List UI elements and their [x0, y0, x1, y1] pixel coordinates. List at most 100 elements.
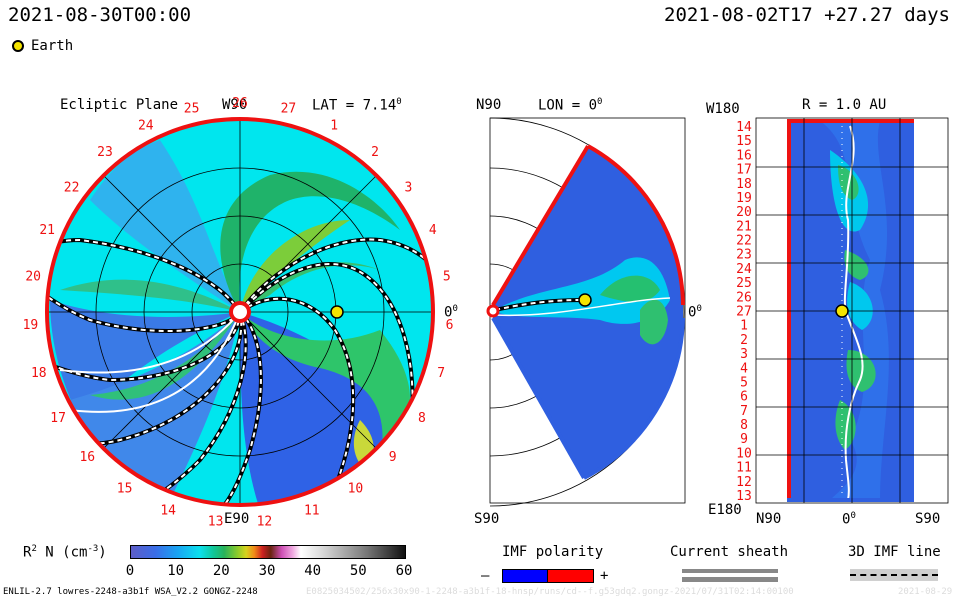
radial-day-label: 13: [736, 489, 752, 504]
imf-3d-swatch: [850, 569, 938, 581]
radial-day-label: 27: [736, 305, 752, 320]
radial-day-label: 7: [740, 404, 748, 419]
earth-marker: [330, 305, 344, 319]
radial-day-label: 2: [740, 333, 748, 348]
radial-day-label: 18: [736, 177, 752, 192]
ecliptic-ring: [45, 117, 435, 507]
carrington-day-label: 11: [304, 503, 320, 518]
ecliptic-0deg-label: 00: [444, 304, 458, 321]
model-info: ENLIL-2.7 lowres-2248-a3b1f WSA_V2.2 GON…: [3, 587, 258, 597]
imf-positive-swatch: [547, 569, 594, 583]
radial-day-label: 23: [736, 248, 752, 263]
earth-legend-label: Earth: [31, 38, 74, 54]
radial-r-label: R = 1.0 AU: [802, 97, 887, 113]
carrington-day-label: 14: [160, 503, 176, 518]
carrington-day-label: 2: [371, 145, 379, 160]
radial-0deg-label: 00: [842, 511, 856, 528]
carrington-day-label: 27: [281, 102, 297, 117]
colorbar-label: R2 N (cm-3): [23, 544, 107, 561]
radial-w180-label: W180: [706, 101, 740, 117]
carrington-day-label: 15: [117, 482, 133, 497]
radial-day-label: 10: [736, 446, 752, 461]
radial-n90-label: N90: [756, 511, 782, 527]
colorbar-tick-label: 0: [125, 563, 135, 579]
run-date: 2021-08-02T17 +27.27 days: [664, 4, 950, 26]
meridional-s90-label: S90: [474, 511, 500, 527]
radial-day-label: 9: [740, 432, 748, 447]
colorbar-tick-label: 60: [395, 563, 413, 579]
carrington-day-label: 23: [97, 145, 113, 160]
carrington-day-label: 10: [348, 482, 364, 497]
radial-day-label: 12: [736, 475, 752, 490]
imf-negative-swatch: [502, 569, 549, 583]
current-sheath-title: Current sheath: [670, 544, 789, 560]
colorbar-ticks: 0 10 20 30 40 50 60: [0, 563, 960, 581]
carrington-day-label: 9: [389, 450, 397, 465]
radial-day-label: 25: [736, 276, 752, 291]
carrington-day-label: 21: [39, 223, 55, 238]
meridional-lon-label: LON = 00: [538, 97, 603, 114]
colorbar-tick-label: 40: [304, 563, 322, 579]
sun-marker: [229, 301, 251, 323]
ecliptic-lat-label: LAT = 7.140: [312, 97, 402, 114]
carrington-day-label: 3: [404, 181, 412, 196]
carrington-day-label: 26: [232, 96, 248, 111]
radial-day-label: 24: [736, 262, 752, 277]
radial-day-label: 14: [736, 120, 752, 135]
imf-polarity-plus: +: [600, 568, 609, 584]
radial-day-label: 3: [740, 347, 748, 362]
run-date-faint: 2021-08-29: [898, 587, 953, 597]
carrington-day-label: 19: [23, 318, 39, 333]
colorbar-tick-label: 30: [258, 563, 276, 579]
radial-day-label: 22: [736, 234, 752, 249]
radial-day-label: 1: [740, 319, 748, 334]
carrington-day-label: 6: [446, 318, 454, 333]
radial-day-label: 17: [736, 163, 752, 178]
radial-day-label: 5: [740, 376, 748, 391]
current-sheath-swatch: [682, 569, 778, 582]
radial-earth-marker: [835, 304, 849, 318]
carrington-day-label: 4: [429, 223, 437, 238]
radial-day-label: 16: [736, 148, 752, 163]
meridional-earth-marker: [578, 293, 592, 307]
ecliptic-e90-label: E90: [224, 511, 250, 527]
radial-day-label: 8: [740, 418, 748, 433]
carrington-day-label: 13: [208, 515, 224, 530]
radial-day-label: 11: [736, 461, 752, 476]
density-colorbar: [130, 545, 406, 559]
carrington-day-label: 18: [31, 366, 47, 381]
colorbar-tick-label: 20: [212, 563, 230, 579]
ecliptic-title: Ecliptic Plane: [60, 97, 179, 113]
radial-e180-label: E180: [708, 502, 742, 518]
colorbar-tick-label: 50: [349, 563, 367, 579]
radial-day-label: 4: [740, 361, 748, 376]
radial-s90-label: S90: [915, 511, 941, 527]
radial-day-label: 21: [736, 219, 752, 234]
imf-polarity-minus: –: [481, 568, 490, 584]
run-info-faint: E0825034502/256x30x90-1-2248-a3b1f-18-hn…: [306, 587, 794, 597]
carrington-day-label: 5: [443, 270, 451, 285]
colorbar-tick-label: 10: [167, 563, 185, 579]
carrington-day-label: 22: [64, 181, 80, 196]
carrington-day-label: 7: [437, 366, 445, 381]
meridional-0deg-label: 00: [688, 304, 702, 321]
carrington-day-label: 1: [330, 118, 338, 133]
carrington-day-label: 8: [418, 411, 426, 426]
radial-day-label: 20: [736, 205, 752, 220]
ecliptic-density-field: [47, 119, 433, 505]
radial-day-label: 15: [736, 134, 752, 149]
ecliptic-w90-label: W90: [222, 97, 248, 113]
carrington-day-label: 12: [257, 515, 273, 530]
imf-3d-title: 3D IMF line: [848, 544, 941, 560]
radial-day-label: 26: [736, 290, 752, 305]
meridional-n90-label: N90: [476, 97, 502, 113]
radial-day-label: 19: [736, 191, 752, 206]
earth-legend-icon: [12, 40, 24, 52]
carrington-day-label: 24: [138, 118, 154, 133]
radial-day-label: 6: [740, 390, 748, 405]
model-date: 2021-08-30T00:00: [8, 4, 192, 26]
carrington-day-label: 25: [184, 102, 200, 117]
